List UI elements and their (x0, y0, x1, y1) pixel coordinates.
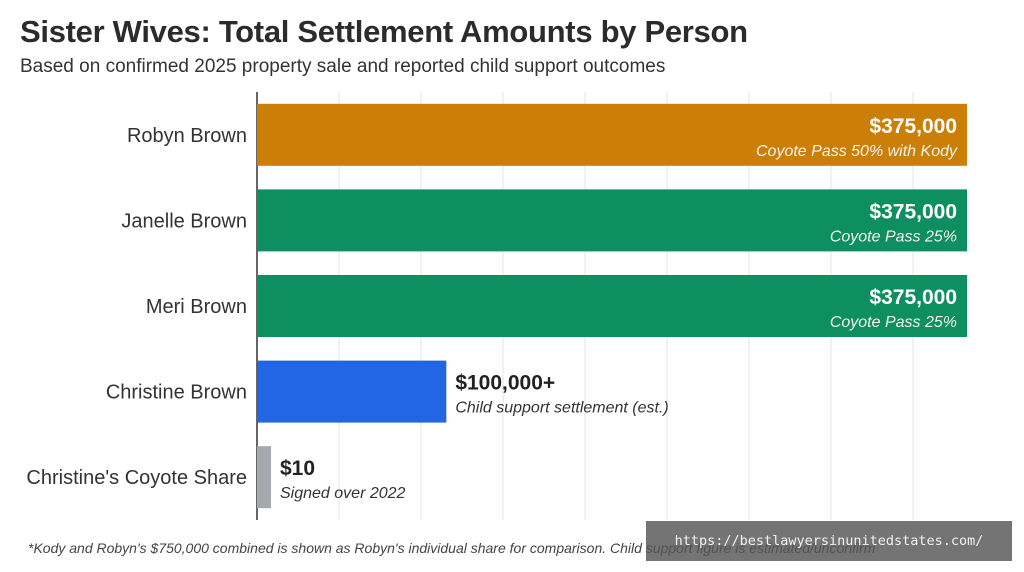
category-label: Christine's Coyote Share (26, 467, 247, 489)
bar (257, 189, 967, 252)
bar (257, 446, 271, 509)
bar-annotation: Child support settlement (est.) (455, 400, 668, 417)
data-label: $10 (280, 457, 315, 480)
bar (257, 103, 967, 166)
bar-annotation: Coyote Pass 25% (830, 228, 957, 245)
bar-annotation: Coyote Pass 25% (830, 314, 957, 331)
category-label: Robyn Brown (127, 125, 247, 147)
bar-annotation: Signed over 2022 (280, 485, 406, 502)
category-label: Janelle Brown (121, 210, 247, 232)
chart-title: Sister Wives: Total Settlement Amounts b… (20, 14, 748, 49)
data-label: $375,000 (869, 115, 957, 138)
category-label: Meri Brown (146, 296, 247, 318)
bar-annotation: Coyote Pass 50% with Kody (756, 143, 958, 160)
data-label: $100,000+ (455, 372, 555, 395)
category-label: Christine Brown (106, 382, 247, 404)
chart-subtitle: Based on confirmed 2025 property sale an… (20, 56, 666, 77)
data-label: $375,000 (869, 200, 957, 223)
bar (257, 360, 447, 423)
data-label: $375,000 (869, 286, 957, 309)
watermark-url[interactable]: https://bestlawyersinunitedstates.com/ (646, 521, 1012, 561)
bar (257, 275, 967, 337)
